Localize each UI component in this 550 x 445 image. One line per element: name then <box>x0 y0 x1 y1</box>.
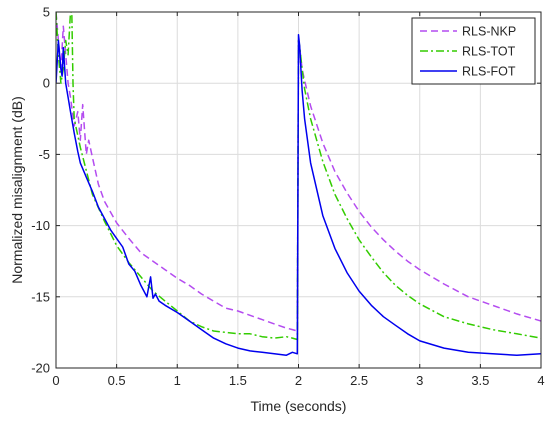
legend-label: RLS-TOT <box>462 45 516 59</box>
series-line-rls-nkp <box>56 12 541 332</box>
x-tick-label: 0 <box>52 373 59 388</box>
y-tick-label: -20 <box>31 361 50 376</box>
legend-label: RLS-FOT <box>462 65 516 79</box>
x-tick-label: 3 <box>416 373 423 388</box>
series-lines <box>56 12 541 356</box>
y-axis-label: Normalized misalignment (dB) <box>9 96 25 284</box>
x-tick-label: 0.5 <box>108 373 126 388</box>
x-tick-label: 2 <box>295 373 302 388</box>
y-tick-label: 0 <box>43 76 50 91</box>
y-tick-label: 5 <box>43 5 50 20</box>
series-line-rls-tot <box>56 12 541 341</box>
x-tick-label: 4 <box>537 373 544 388</box>
series-line-rls-fot <box>56 34 541 356</box>
x-tick-label: 1.5 <box>229 373 247 388</box>
y-tick-label: -5 <box>38 147 50 162</box>
x-tick-label: 1 <box>174 373 181 388</box>
ticks: 0 0.5 1 1.5 2 2.5 3 3.5 4 5 0 -5 -10 -15 -20 <box>31 5 544 389</box>
legend: RLS-NKP RLS-TOT RLS-FOT <box>411 17 536 85</box>
x-tick-label: 2.5 <box>350 373 368 388</box>
x-axis-label: Time (seconds) <box>251 398 347 414</box>
y-tick-label: -15 <box>31 289 50 304</box>
x-tick-label: 3.5 <box>471 373 489 388</box>
y-tick-label: -10 <box>31 218 50 233</box>
legend-label: RLS-NKP <box>462 25 516 39</box>
